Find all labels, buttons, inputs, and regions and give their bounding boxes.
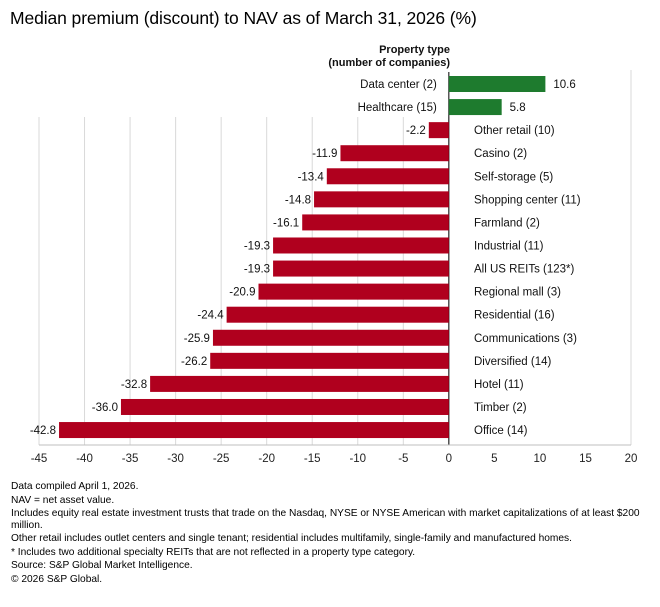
note-nav-definition: NAV = net asset value. [11, 494, 115, 506]
bar [314, 191, 449, 208]
bar-value-label: -14.8 [285, 194, 311, 206]
bar-value-label: -24.4 [197, 310, 224, 322]
category-label: Timber (2) [474, 402, 527, 414]
x-tick-label: 20 [625, 453, 638, 465]
bar-value-label: -26.2 [181, 356, 207, 368]
bar-chart: -45 -40 -35 -30 -25 -20 -15 -10 -5 0 5 10 15 20 Proper… [30, 44, 638, 465]
x-tick-label: -45 [31, 453, 48, 465]
bar-value-label: -20.9 [229, 287, 255, 299]
x-tick-label: 0 [446, 453, 452, 465]
bar [273, 237, 449, 254]
category-label: Office (14) [474, 425, 528, 437]
x-tick-label: 15 [579, 453, 592, 465]
chart-notes: Data compiled April 1, 2026. NAV = net a… [11, 481, 656, 587]
x-tick-label: 10 [534, 453, 547, 465]
category-label: Regional mall (3) [474, 287, 561, 299]
category-label: Shopping center (11) [474, 194, 581, 206]
x-tick-label: -10 [349, 453, 366, 465]
note-data-compiled: Data compiled April 1, 2026. [11, 481, 139, 492]
bar-value-label: -36.0 [92, 402, 118, 414]
x-tick-label: -35 [122, 453, 139, 465]
bar-value-label: -2.2 [406, 125, 426, 137]
bar [212, 329, 449, 346]
bar-value-label: -11.9 [312, 148, 337, 160]
category-label: Casino (2) [474, 148, 527, 160]
category-label: Data center (2) [360, 79, 437, 91]
category-label: Self-storage (5) [474, 171, 553, 183]
bar-value-label: -19.3 [244, 240, 270, 252]
category-header-line2: (number of companies) [328, 57, 450, 69]
note-source: Source: S&P Global Market Intelligence. [11, 560, 193, 571]
note-footnote: * Includes two additional specialty REIT… [11, 546, 416, 558]
bar-value-label: 10.6 [553, 79, 575, 91]
bar [428, 122, 449, 139]
bar-value-label: -25.9 [184, 333, 210, 345]
category-label: Residential (16) [474, 310, 555, 322]
bar [120, 398, 449, 415]
category-header-line1: Property type [379, 44, 450, 56]
x-tick-label: -30 [167, 453, 184, 465]
bar-value-label: 5.8 [510, 102, 526, 114]
category-label: Farmland (2) [474, 217, 540, 229]
bar [273, 260, 449, 277]
chart-title: Median premium (discount) to NAV as of M… [10, 8, 477, 28]
bar [59, 422, 449, 439]
category-label: Industrial (11) [474, 240, 544, 252]
category-label: Hotel (11) [474, 379, 524, 391]
x-tick-label: -40 [76, 453, 93, 465]
bar-value-label: -16.1 [273, 217, 299, 229]
category-label: Healthcare (15) [358, 102, 437, 114]
x-tick-label: -25 [213, 453, 230, 465]
bar [150, 375, 449, 392]
note-coverage: Includes equity real estate investment t… [11, 508, 640, 531]
bar [448, 99, 502, 116]
category-label: All US REITs (123*) [474, 264, 575, 276]
bar-value-label: -13.4 [298, 171, 325, 183]
category-label: Other retail (10) [474, 125, 555, 137]
bar [326, 168, 449, 185]
bar [302, 214, 449, 231]
note-copyright: © 2026 S&P Global. [11, 573, 103, 585]
bar [210, 352, 449, 369]
x-tick-label: -5 [398, 453, 408, 465]
bar [340, 145, 449, 162]
x-tick-label: -15 [304, 453, 321, 465]
category-label: Communications (3) [474, 333, 577, 345]
category-label: Diversified (14) [474, 356, 551, 368]
x-tick-label: -20 [258, 453, 275, 465]
bar-value-label: -19.3 [244, 264, 270, 276]
note-definitions: Other retail includes outlet centers and… [11, 533, 572, 544]
bar [226, 306, 449, 323]
bar-value-label: -42.8 [30, 425, 56, 437]
bar [258, 283, 449, 300]
bar [448, 76, 546, 92]
bar-value-label: -32.8 [121, 379, 147, 391]
x-tick-label: 5 [491, 453, 497, 465]
